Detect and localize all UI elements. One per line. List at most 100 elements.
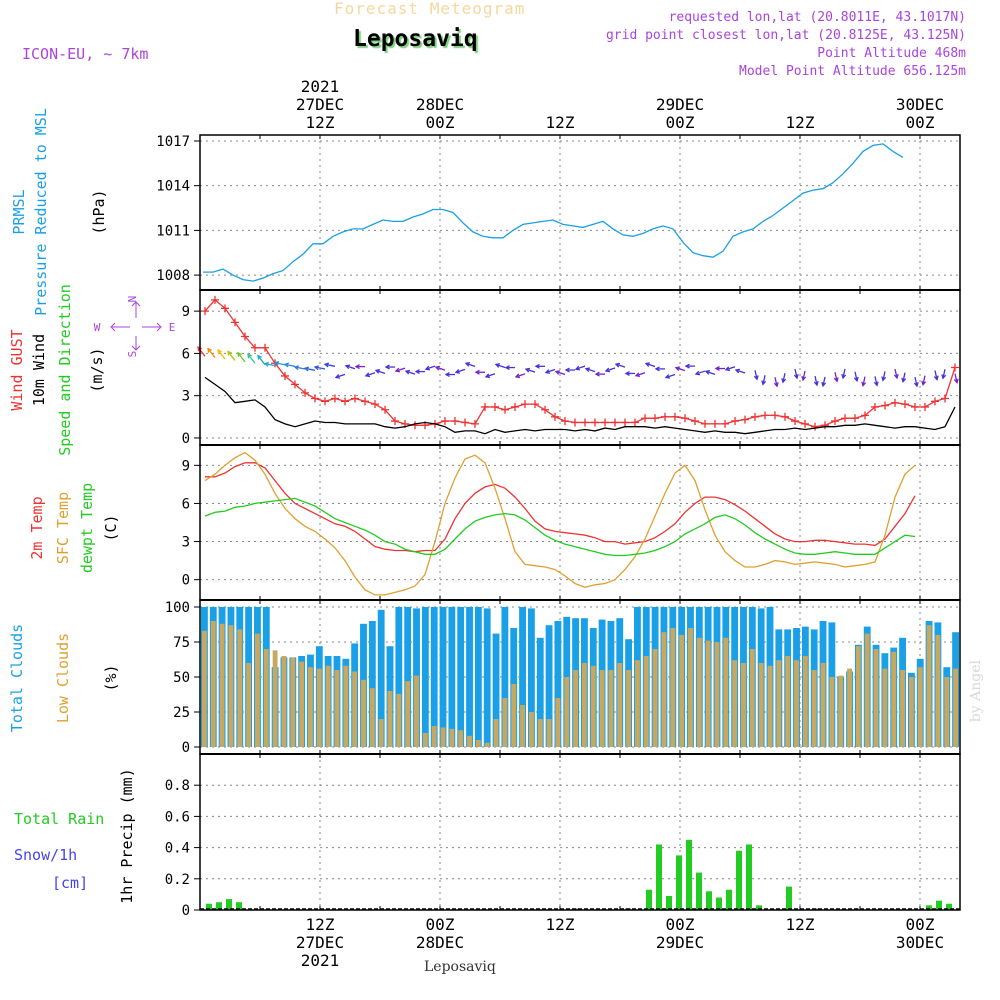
wind-arrow-head bbox=[574, 365, 581, 371]
gust-marker bbox=[751, 412, 759, 421]
total-cloud-bar bbox=[545, 625, 553, 747]
low-cloud-bar bbox=[679, 635, 685, 747]
panel-frame-precip bbox=[199, 753, 961, 911]
gust-marker bbox=[761, 411, 769, 420]
wind-direction-arrow bbox=[794, 368, 798, 379]
wind-direction-arrow bbox=[264, 363, 276, 367]
wind-arrow-head bbox=[514, 373, 521, 379]
top-time-label: 30DEC bbox=[896, 95, 944, 114]
wind-arrow-head bbox=[773, 382, 779, 388]
temp-sfc-line bbox=[204, 451, 916, 596]
low-cloud-bar bbox=[555, 698, 561, 747]
compass-rose-icon bbox=[110, 301, 162, 351]
y-tick-label: 6 bbox=[182, 496, 190, 512]
low-cloud-bar bbox=[228, 625, 234, 747]
low-cloud-bar bbox=[882, 668, 888, 747]
wind-arrow-head bbox=[227, 350, 232, 356]
gust-marker bbox=[611, 418, 619, 427]
rain-bar bbox=[216, 902, 222, 910]
wind-arrow-head bbox=[524, 367, 531, 373]
wind-direction-arrow bbox=[782, 372, 786, 383]
y-tick-label: 50 bbox=[173, 670, 190, 686]
low-cloud-bar bbox=[599, 670, 605, 747]
rain-bar bbox=[926, 905, 932, 910]
top-time-label: 2021 bbox=[301, 77, 340, 96]
rain-bar bbox=[936, 900, 942, 910]
low-cloud-bar bbox=[847, 668, 852, 747]
wind-arrow-head bbox=[833, 377, 839, 383]
low-cloud-bar bbox=[794, 660, 799, 747]
wind-arrow-head bbox=[584, 367, 591, 373]
wind-10m-label: 10m Wind bbox=[30, 334, 48, 406]
gust-marker bbox=[351, 394, 359, 403]
wind-direction-arrow bbox=[842, 368, 846, 379]
temp-sfc-label: SFC Temp bbox=[54, 492, 72, 564]
compass-east: E bbox=[169, 321, 176, 334]
low-cloud-bar bbox=[714, 642, 720, 747]
wind-arrow-head bbox=[247, 353, 252, 359]
low-cloud-bar bbox=[891, 651, 897, 747]
wind-direction-arrow bbox=[675, 367, 686, 372]
temp-2m-line bbox=[205, 462, 916, 553]
total-cloud-bar bbox=[421, 607, 429, 747]
wind-arrow-head bbox=[734, 368, 741, 374]
footer-location: Leposaviq bbox=[424, 959, 496, 975]
low-cloud-bar bbox=[475, 740, 481, 747]
wind-arrow-head bbox=[644, 362, 651, 367]
rain-bar bbox=[696, 872, 702, 910]
wind-direction-arrow bbox=[735, 369, 746, 374]
grid-point-coordinates: grid point closest lon,lat (20.8125E, 43… bbox=[605, 28, 966, 43]
y-tick-label: 25 bbox=[173, 705, 190, 721]
low-cloud-bar bbox=[449, 728, 455, 747]
gust-marker bbox=[311, 394, 319, 403]
wind-direction-arrow bbox=[435, 366, 446, 371]
gust-marker bbox=[551, 412, 559, 421]
wind-arrow-head bbox=[313, 365, 320, 371]
wind-direction-arrow bbox=[774, 377, 778, 387]
wind-arrow-head bbox=[624, 370, 630, 376]
gust-marker bbox=[341, 397, 349, 406]
model-point-altitude: Model Point Altitude 656.125m bbox=[739, 64, 966, 79]
wind-direction-arrow bbox=[922, 375, 926, 385]
total-cloud-bar bbox=[483, 608, 491, 747]
gust-marker bbox=[371, 400, 379, 409]
gust-marker bbox=[221, 304, 229, 313]
y-tick-label: 0.8 bbox=[165, 778, 190, 794]
wind-direction-arrow bbox=[934, 370, 938, 380]
panel-frame-pressure bbox=[199, 134, 961, 291]
low-cloud-bar bbox=[520, 705, 525, 747]
y-tick-label: 75 bbox=[173, 635, 190, 651]
wind-arrow-head bbox=[303, 366, 310, 372]
gust-marker bbox=[891, 398, 899, 407]
wind-arrow-head bbox=[414, 369, 420, 375]
gust-marker bbox=[801, 419, 809, 428]
low-cloud-bar bbox=[352, 671, 358, 747]
gust-marker bbox=[881, 401, 889, 410]
low-cloud-bar bbox=[537, 719, 543, 747]
low-cloud-bar bbox=[643, 656, 649, 747]
wind-direction-arrow bbox=[914, 376, 918, 387]
wind-direction-arrow bbox=[274, 362, 286, 366]
low-cloud-bar bbox=[908, 677, 914, 747]
bottom-time-label: 27DEC bbox=[296, 933, 344, 952]
wind-arrow-head bbox=[724, 366, 731, 372]
y-tick-label: 9 bbox=[182, 458, 190, 474]
low-cloud-bar bbox=[219, 623, 225, 747]
gust-marker bbox=[741, 415, 749, 424]
y-tick-label: 100 bbox=[165, 600, 190, 616]
wind-direction-arrow bbox=[425, 365, 436, 370]
wind-arrow-head bbox=[913, 382, 919, 388]
wind-arrow-head bbox=[323, 362, 330, 368]
gust-marker bbox=[381, 405, 389, 414]
gust-marker bbox=[711, 419, 719, 428]
top-time-label: 00Z bbox=[666, 113, 695, 132]
gust-marker bbox=[291, 380, 299, 389]
low-cloud-bar bbox=[405, 681, 411, 747]
gust-marker bbox=[931, 397, 939, 406]
low-cloud-bar bbox=[935, 635, 941, 747]
wind-arrow-head bbox=[564, 367, 570, 373]
rain-bar bbox=[716, 897, 722, 910]
total-cloud-bar bbox=[466, 607, 473, 747]
wind-arrow-head bbox=[821, 381, 827, 388]
wind-direction-arrow bbox=[645, 362, 656, 368]
